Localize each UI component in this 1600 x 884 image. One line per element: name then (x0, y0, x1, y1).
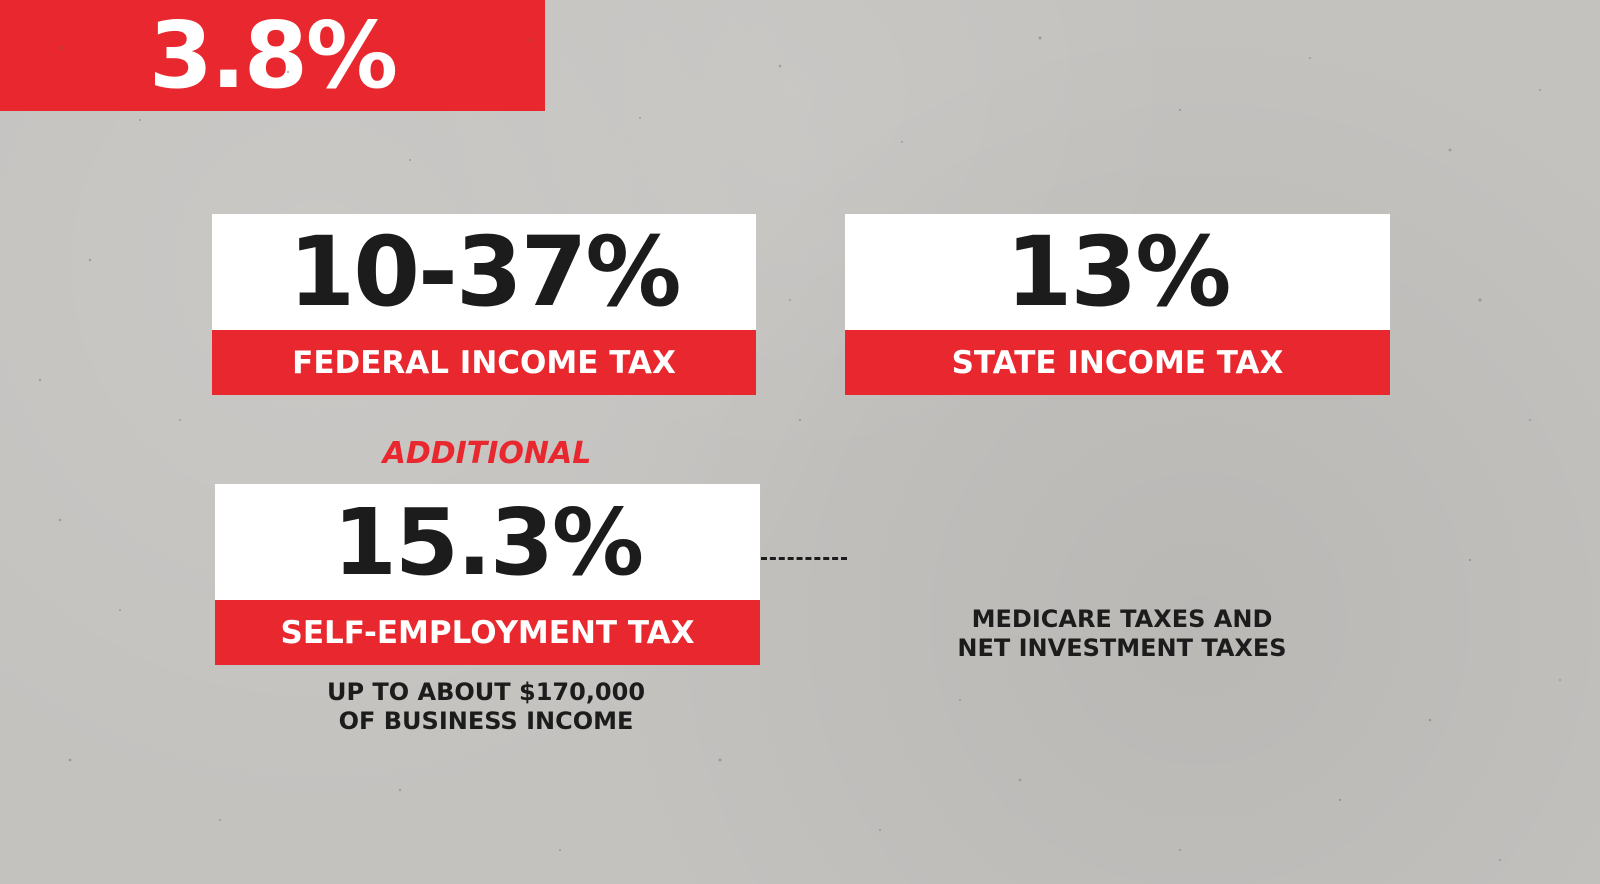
medicare-note: MEDICARE TAXES AND NET INVESTMENT TAXES (848, 605, 1396, 663)
state-rate: 13% (845, 214, 1390, 330)
federal-income-tax-card: 10-37% FEDERAL INCOME TAX (212, 214, 756, 395)
state-label: STATE INCOME TAX (845, 330, 1390, 395)
medicare-note-line1: MEDICARE TAXES AND (971, 605, 1273, 633)
self-employment-note: UP TO ABOUT $170,000 OF BUSINESS INCOME (212, 678, 760, 736)
self-employment-note-line2: OF BUSINESS INCOME (338, 707, 634, 735)
self-employment-note-line1: UP TO ABOUT $170,000 (326, 678, 646, 706)
state-income-tax-card: 13% STATE INCOME TAX (845, 214, 1390, 395)
medicare-note-line2: NET INVESTMENT TAXES (957, 634, 1287, 662)
dashed-connector (761, 557, 847, 560)
self-employment-rate: 15.3% (215, 484, 760, 600)
additional-label: ADDITIONAL (382, 436, 592, 471)
federal-label: FEDERAL INCOME TAX (212, 330, 756, 395)
medicare-rate-box: 3.8% (0, 0, 545, 111)
self-employment-label: SELF-EMPLOYMENT TAX (215, 600, 760, 665)
federal-rate: 10-37% (212, 214, 756, 330)
self-employment-tax-card: 15.3% SELF-EMPLOYMENT TAX (215, 484, 760, 665)
